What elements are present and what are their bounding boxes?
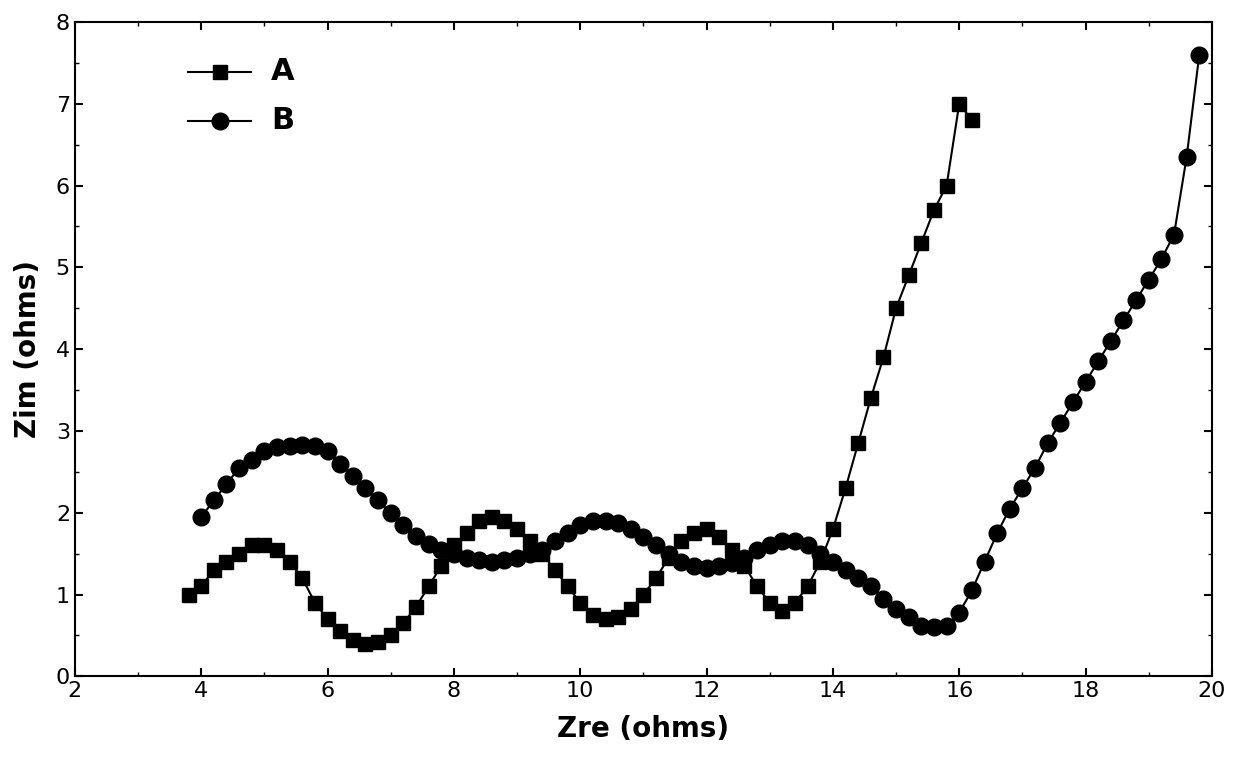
Line: B: B xyxy=(193,46,1208,636)
B xyxy=(838,565,853,575)
B xyxy=(875,594,890,603)
B xyxy=(926,623,941,632)
A xyxy=(408,603,423,612)
B xyxy=(193,512,208,522)
A xyxy=(939,181,954,190)
A xyxy=(560,582,575,591)
Line: A: A xyxy=(181,97,978,650)
Y-axis label: Zim (ohms): Zim (ohms) xyxy=(14,260,42,438)
X-axis label: Zre (ohms): Zre (ohms) xyxy=(557,715,729,743)
A xyxy=(358,639,373,648)
A xyxy=(952,99,967,108)
A xyxy=(585,610,600,619)
B xyxy=(1091,357,1106,366)
Legend: A, B: A, B xyxy=(179,48,305,145)
A xyxy=(181,590,196,599)
B xyxy=(800,541,815,550)
A xyxy=(737,562,751,571)
B xyxy=(787,537,802,546)
B xyxy=(636,533,651,542)
A xyxy=(965,116,980,125)
B xyxy=(1192,50,1207,59)
A xyxy=(434,562,449,571)
